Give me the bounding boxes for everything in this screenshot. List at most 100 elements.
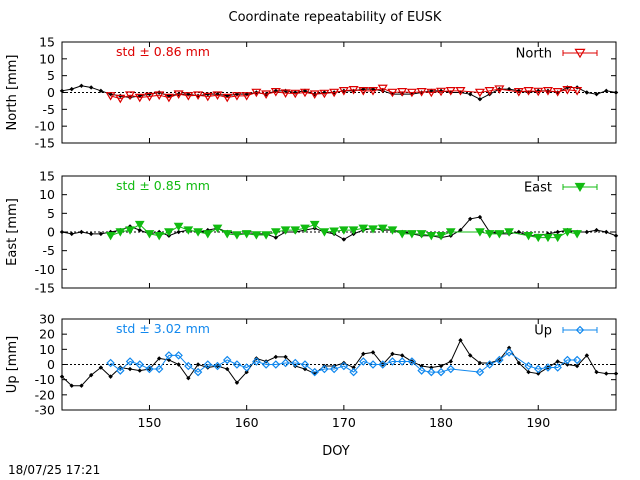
north-series-1-point xyxy=(416,88,427,97)
east-series-1-point xyxy=(280,226,291,235)
up-series-1-point xyxy=(368,360,378,369)
north-series-1-point xyxy=(105,92,116,101)
up-series-0-point xyxy=(506,345,512,351)
north-series-1-point xyxy=(436,87,447,97)
up-series-1-point xyxy=(417,366,426,375)
north-series-1-point xyxy=(484,87,495,96)
up-series-1-point xyxy=(533,364,543,374)
north-series-1-point xyxy=(329,88,340,98)
north-std-label: std ± 0.86 mm xyxy=(116,44,210,59)
up-series-1-point xyxy=(154,364,164,374)
north-series-0-point xyxy=(69,86,74,92)
up-series-1-point xyxy=(222,355,232,365)
east-series-0-point xyxy=(468,216,473,222)
east-series-1-point xyxy=(261,231,271,240)
east-series-1-point xyxy=(533,233,544,243)
north-series-1-point xyxy=(542,87,554,96)
north-ytick-label: -5 xyxy=(43,102,55,117)
up-series-1-point xyxy=(359,357,368,366)
north-y-axis-label: North [mm] xyxy=(5,55,20,131)
east-series-1-point xyxy=(377,224,388,233)
east-series-0-point xyxy=(273,235,279,240)
north-series-0-point xyxy=(526,90,531,95)
north-series-0-point xyxy=(604,88,609,94)
north-series-1-point xyxy=(124,91,136,100)
up-series-0-point xyxy=(69,383,74,388)
up-series-1-point xyxy=(106,358,115,368)
north-series-1-point xyxy=(562,86,573,95)
up-ytick-label: -10 xyxy=(35,372,55,387)
up-ytick-label: 20 xyxy=(39,327,55,342)
up-series-1-point xyxy=(504,348,514,357)
north-series-1-point xyxy=(445,87,456,96)
east-series-0-point xyxy=(555,229,560,235)
up-series-1-point xyxy=(184,361,193,371)
north-ytick-label: 10 xyxy=(39,51,55,66)
east-series-1-point xyxy=(397,230,408,239)
east-ytick-label: 0 xyxy=(47,225,55,240)
east-series-1-point xyxy=(212,224,223,233)
east-series-0-point xyxy=(545,231,551,237)
north-series-1-point xyxy=(552,88,563,97)
east-series-0-point xyxy=(176,229,181,235)
east-series-0-point xyxy=(69,231,74,237)
east-series-1-point xyxy=(232,231,242,240)
up-series-1-point xyxy=(281,358,290,368)
north-series-1-point xyxy=(455,87,466,96)
north-series-1-point xyxy=(222,93,233,103)
north-series-0-point xyxy=(613,90,619,95)
north-series-1-point xyxy=(474,88,485,98)
up-series-0-point xyxy=(448,359,453,364)
north-series-1-point xyxy=(367,87,379,96)
up-series-1-point xyxy=(397,357,407,366)
east-legend-marker xyxy=(574,182,586,193)
east-series-1-line xyxy=(110,223,578,239)
east-series-1-point xyxy=(309,220,320,230)
north-series-1-point xyxy=(193,91,204,100)
north-series-1-point xyxy=(212,91,223,100)
north-series-1-point xyxy=(144,92,155,102)
east-ytick-label: -10 xyxy=(35,262,55,277)
up-series-0-point xyxy=(98,365,104,370)
east-series-1-point xyxy=(115,228,126,237)
north-series-1-point xyxy=(523,87,534,96)
north-series-0-point xyxy=(79,83,84,88)
xtick-label: 180 xyxy=(429,415,453,430)
up-series-0-point xyxy=(584,353,590,358)
north-series-0-point xyxy=(584,90,590,95)
east-series-1-point xyxy=(572,230,582,239)
up-series-0-point xyxy=(399,353,405,358)
up-series-0-point xyxy=(88,372,94,378)
east-series-1-point xyxy=(290,226,301,235)
timestamp: 18/07/25 17:21 xyxy=(8,463,100,477)
up-ytick-label: 0 xyxy=(47,357,55,372)
east-series-1-point xyxy=(241,230,252,239)
east-series-1-point xyxy=(445,228,456,237)
north-series-1-point xyxy=(202,92,213,102)
up-series-0-point xyxy=(565,362,570,367)
up-series-1-point xyxy=(388,357,397,366)
east-series-0-point xyxy=(477,214,483,220)
figure-title: Coordinate repeatability of EUSK xyxy=(229,10,442,25)
up-series-1-point xyxy=(339,361,349,371)
up-series-1-point xyxy=(310,367,319,377)
up-series-0-point xyxy=(458,338,463,343)
up-series-1-point xyxy=(125,357,135,366)
east-series-1-point xyxy=(552,233,563,243)
up-series-1-point xyxy=(271,360,281,369)
north-ytick-label: 0 xyxy=(47,85,55,100)
up-series-0-point xyxy=(526,369,531,375)
up-series-0-point xyxy=(108,374,113,379)
east-series-1-point xyxy=(562,228,573,237)
north-series-0-point xyxy=(594,91,599,97)
xtick-label: 170 xyxy=(332,415,356,430)
east-series-1-point xyxy=(348,226,359,235)
east-series-1-point xyxy=(387,226,398,235)
up-series-1-point xyxy=(446,364,456,374)
north-series-1-point xyxy=(154,91,165,100)
east-series-1-point xyxy=(523,232,534,241)
up-series-0-point xyxy=(244,369,249,375)
east-series-1-point xyxy=(368,225,378,234)
up-series-0-point xyxy=(613,371,619,376)
